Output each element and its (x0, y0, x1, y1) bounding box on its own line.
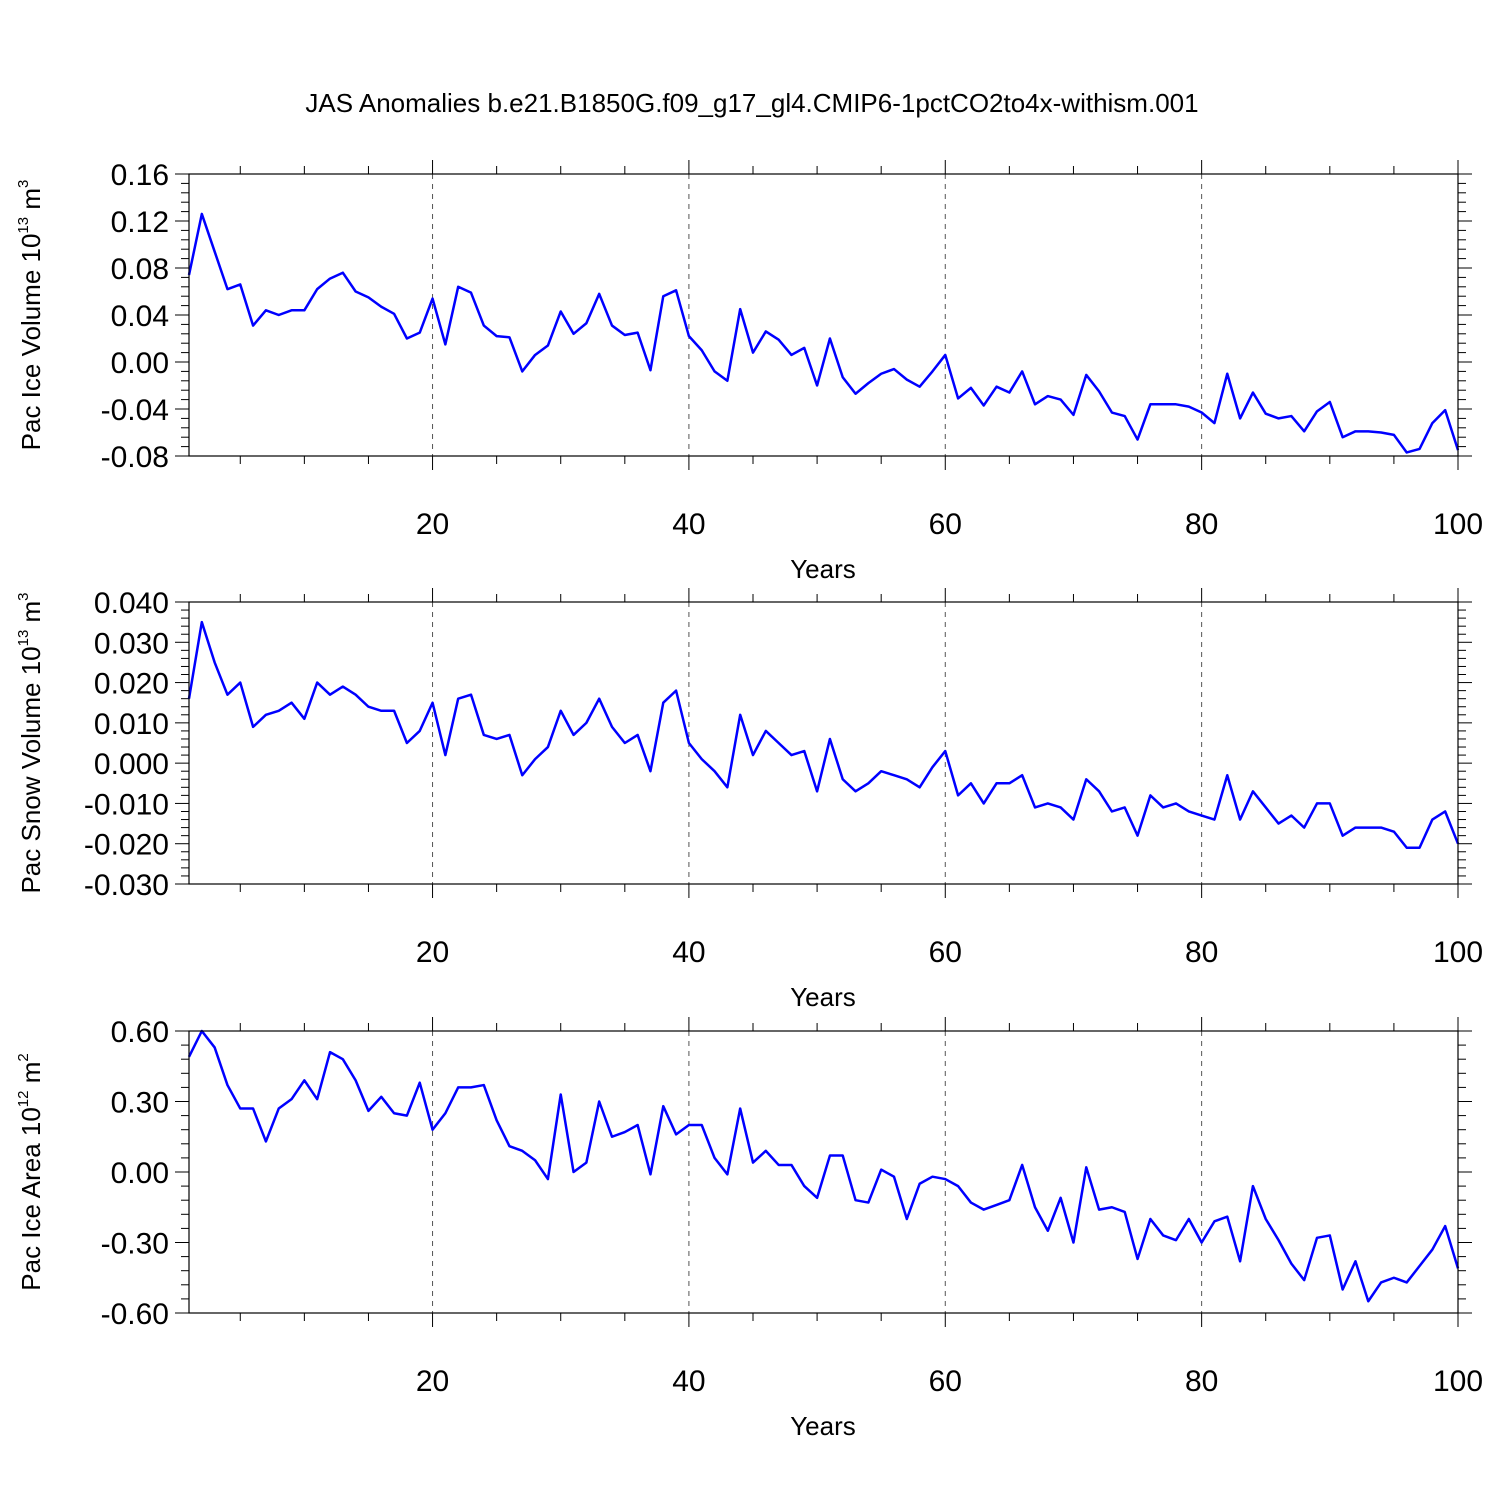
series-line (187, 212, 1460, 454)
y-axis-label-unit-exponent: 2 (15, 1053, 32, 1061)
y-axis-label: Pac Snow Volume 1013 m3 (15, 592, 46, 893)
x-axis-label: Years (790, 982, 856, 1012)
x-tick-label: 40 (672, 508, 705, 541)
y-axis-label-main: Pac Snow Volume 10 (16, 646, 46, 893)
y-axis-label-exponent: 13 (15, 217, 32, 234)
y-tick-label: 0.12 (111, 206, 169, 239)
plot-frame (188, 173, 1459, 457)
series-line (187, 620, 1460, 849)
y-axis-label: Pac Ice Volume 1013 m3 (15, 180, 46, 451)
y-tick-label: 0.030 (94, 627, 169, 660)
y-axis-label-unit: m (16, 601, 46, 630)
plot-frame (188, 1030, 1459, 1314)
figure-title: JAS Anomalies b.e21.B1850G.f09_g17_gl4.C… (305, 88, 1198, 118)
x-tick-label: 80 (1185, 1365, 1218, 1398)
plot-frame (188, 601, 1459, 885)
panel-3: -0.60 -0.30 0.00 0.30 0.60 20 40 60 80 100 Years Pa… (15, 1016, 1483, 1441)
y-axis-label-unit: m (16, 188, 46, 217)
x-tick-label: 100 (1433, 508, 1483, 541)
y-tick-label: 0.040 (94, 587, 169, 620)
y-tick-label: 0.30 (111, 1087, 169, 1120)
panel-2: -0.030 -0.020 -0.010 0.000 0.010 0.020 0.030 0.… (15, 587, 1483, 1012)
y-axis-label: Pac Ice Area 1012 m2 (15, 1053, 46, 1290)
y-tick-label: -0.08 (101, 441, 169, 474)
x-axis-label: Years (790, 1411, 856, 1441)
y-tick-label: 0.010 (94, 708, 169, 741)
y-tick-label: -0.60 (101, 1298, 169, 1331)
panel-1: -0.08 -0.04 0.00 0.04 0.08 0.12 0.16 20 40 60 80 10… (15, 159, 1483, 584)
x-tick-label: 20 (416, 936, 449, 969)
y-tick-label: 0.020 (94, 668, 169, 701)
x-tick-label: 100 (1433, 936, 1483, 969)
x-tick-label: 60 (929, 508, 962, 541)
y-axis-label-exponent: 13 (15, 630, 32, 647)
y-axis-label-unit: m (16, 1062, 46, 1091)
y-tick-label: -0.010 (84, 788, 169, 821)
y-tick-label: -0.04 (101, 394, 169, 427)
x-tick-label: 80 (1185, 936, 1218, 969)
x-tick-label: 20 (416, 1365, 449, 1398)
y-axis-label-main: Pac Ice Volume 10 (16, 234, 46, 451)
y-tick-label: 0.08 (111, 253, 169, 286)
x-axis-label: Years (790, 554, 856, 584)
y-axis-label-unit-exponent: 3 (15, 180, 32, 188)
x-tick-label: 60 (929, 936, 962, 969)
y-tick-label: 0.00 (111, 1157, 169, 1190)
series-line (187, 1029, 1460, 1303)
x-tick-label: 60 (929, 1365, 962, 1398)
y-tick-label: -0.030 (84, 869, 169, 902)
y-axis-label-exponent: 12 (15, 1090, 32, 1107)
x-tick-label: 20 (416, 508, 449, 541)
x-tick-label: 80 (1185, 508, 1218, 541)
y-tick-label: 0.00 (111, 347, 169, 380)
y-tick-label: 0.04 (111, 300, 169, 333)
y-tick-label: 0.000 (94, 748, 169, 781)
y-axis-label-unit-exponent: 3 (15, 592, 32, 600)
x-tick-label: 40 (672, 936, 705, 969)
x-tick-label: 40 (672, 1365, 705, 1398)
x-tick-label: 100 (1433, 1365, 1483, 1398)
y-tick-label: 0.16 (111, 159, 169, 192)
y-tick-label: -0.020 (84, 829, 169, 862)
y-tick-label: 0.60 (111, 1016, 169, 1049)
y-axis-label-main: Pac Ice Area 10 (16, 1107, 46, 1291)
panels: -0.08 -0.04 0.00 0.04 0.08 0.12 0.16 20 40 60 80 10… (15, 159, 1483, 1441)
y-tick-label: -0.30 (101, 1228, 169, 1261)
